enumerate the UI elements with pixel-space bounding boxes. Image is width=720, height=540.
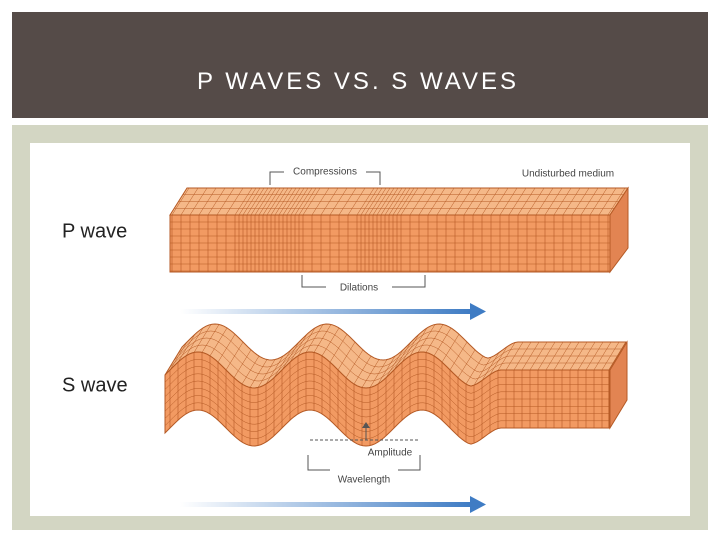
side-face [609, 340, 628, 430]
arrow [180, 502, 470, 507]
header-bar: P WAVES VS. S WAVES [12, 12, 708, 118]
bracket [269, 171, 426, 471]
grid-line [164, 388, 609, 425]
diagram: Compressions Undisturbed medium Dilation… [30, 143, 690, 516]
undisturbed-label: Undisturbed medium [522, 169, 614, 180]
grid-line [164, 395, 609, 432]
compressions-label: Compressions [293, 167, 357, 178]
grid-line [164, 359, 609, 396]
grid-line [164, 366, 609, 403]
grid-line [164, 380, 609, 418]
grid-line [177, 330, 622, 368]
arrow [180, 309, 470, 314]
grid-line [164, 373, 609, 411]
s-wave-block [164, 323, 628, 447]
grid-line [164, 402, 609, 440]
p-wave-block [169, 186, 629, 274]
arrow-head [470, 303, 486, 320]
amplitude-label: Amplitude [368, 448, 413, 459]
arrow-head [470, 496, 486, 513]
wavelength-label: Wavelength [338, 475, 390, 486]
slide-title: P WAVES VS. S WAVES [197, 68, 519, 95]
amplitude-arrow [362, 422, 370, 428]
grid-line [169, 344, 614, 382]
dilations-label: Dilations [340, 283, 378, 294]
s-wave-label: S wave [62, 374, 128, 396]
p-wave-label: P wave [62, 220, 127, 242]
grid-line [173, 337, 618, 375]
